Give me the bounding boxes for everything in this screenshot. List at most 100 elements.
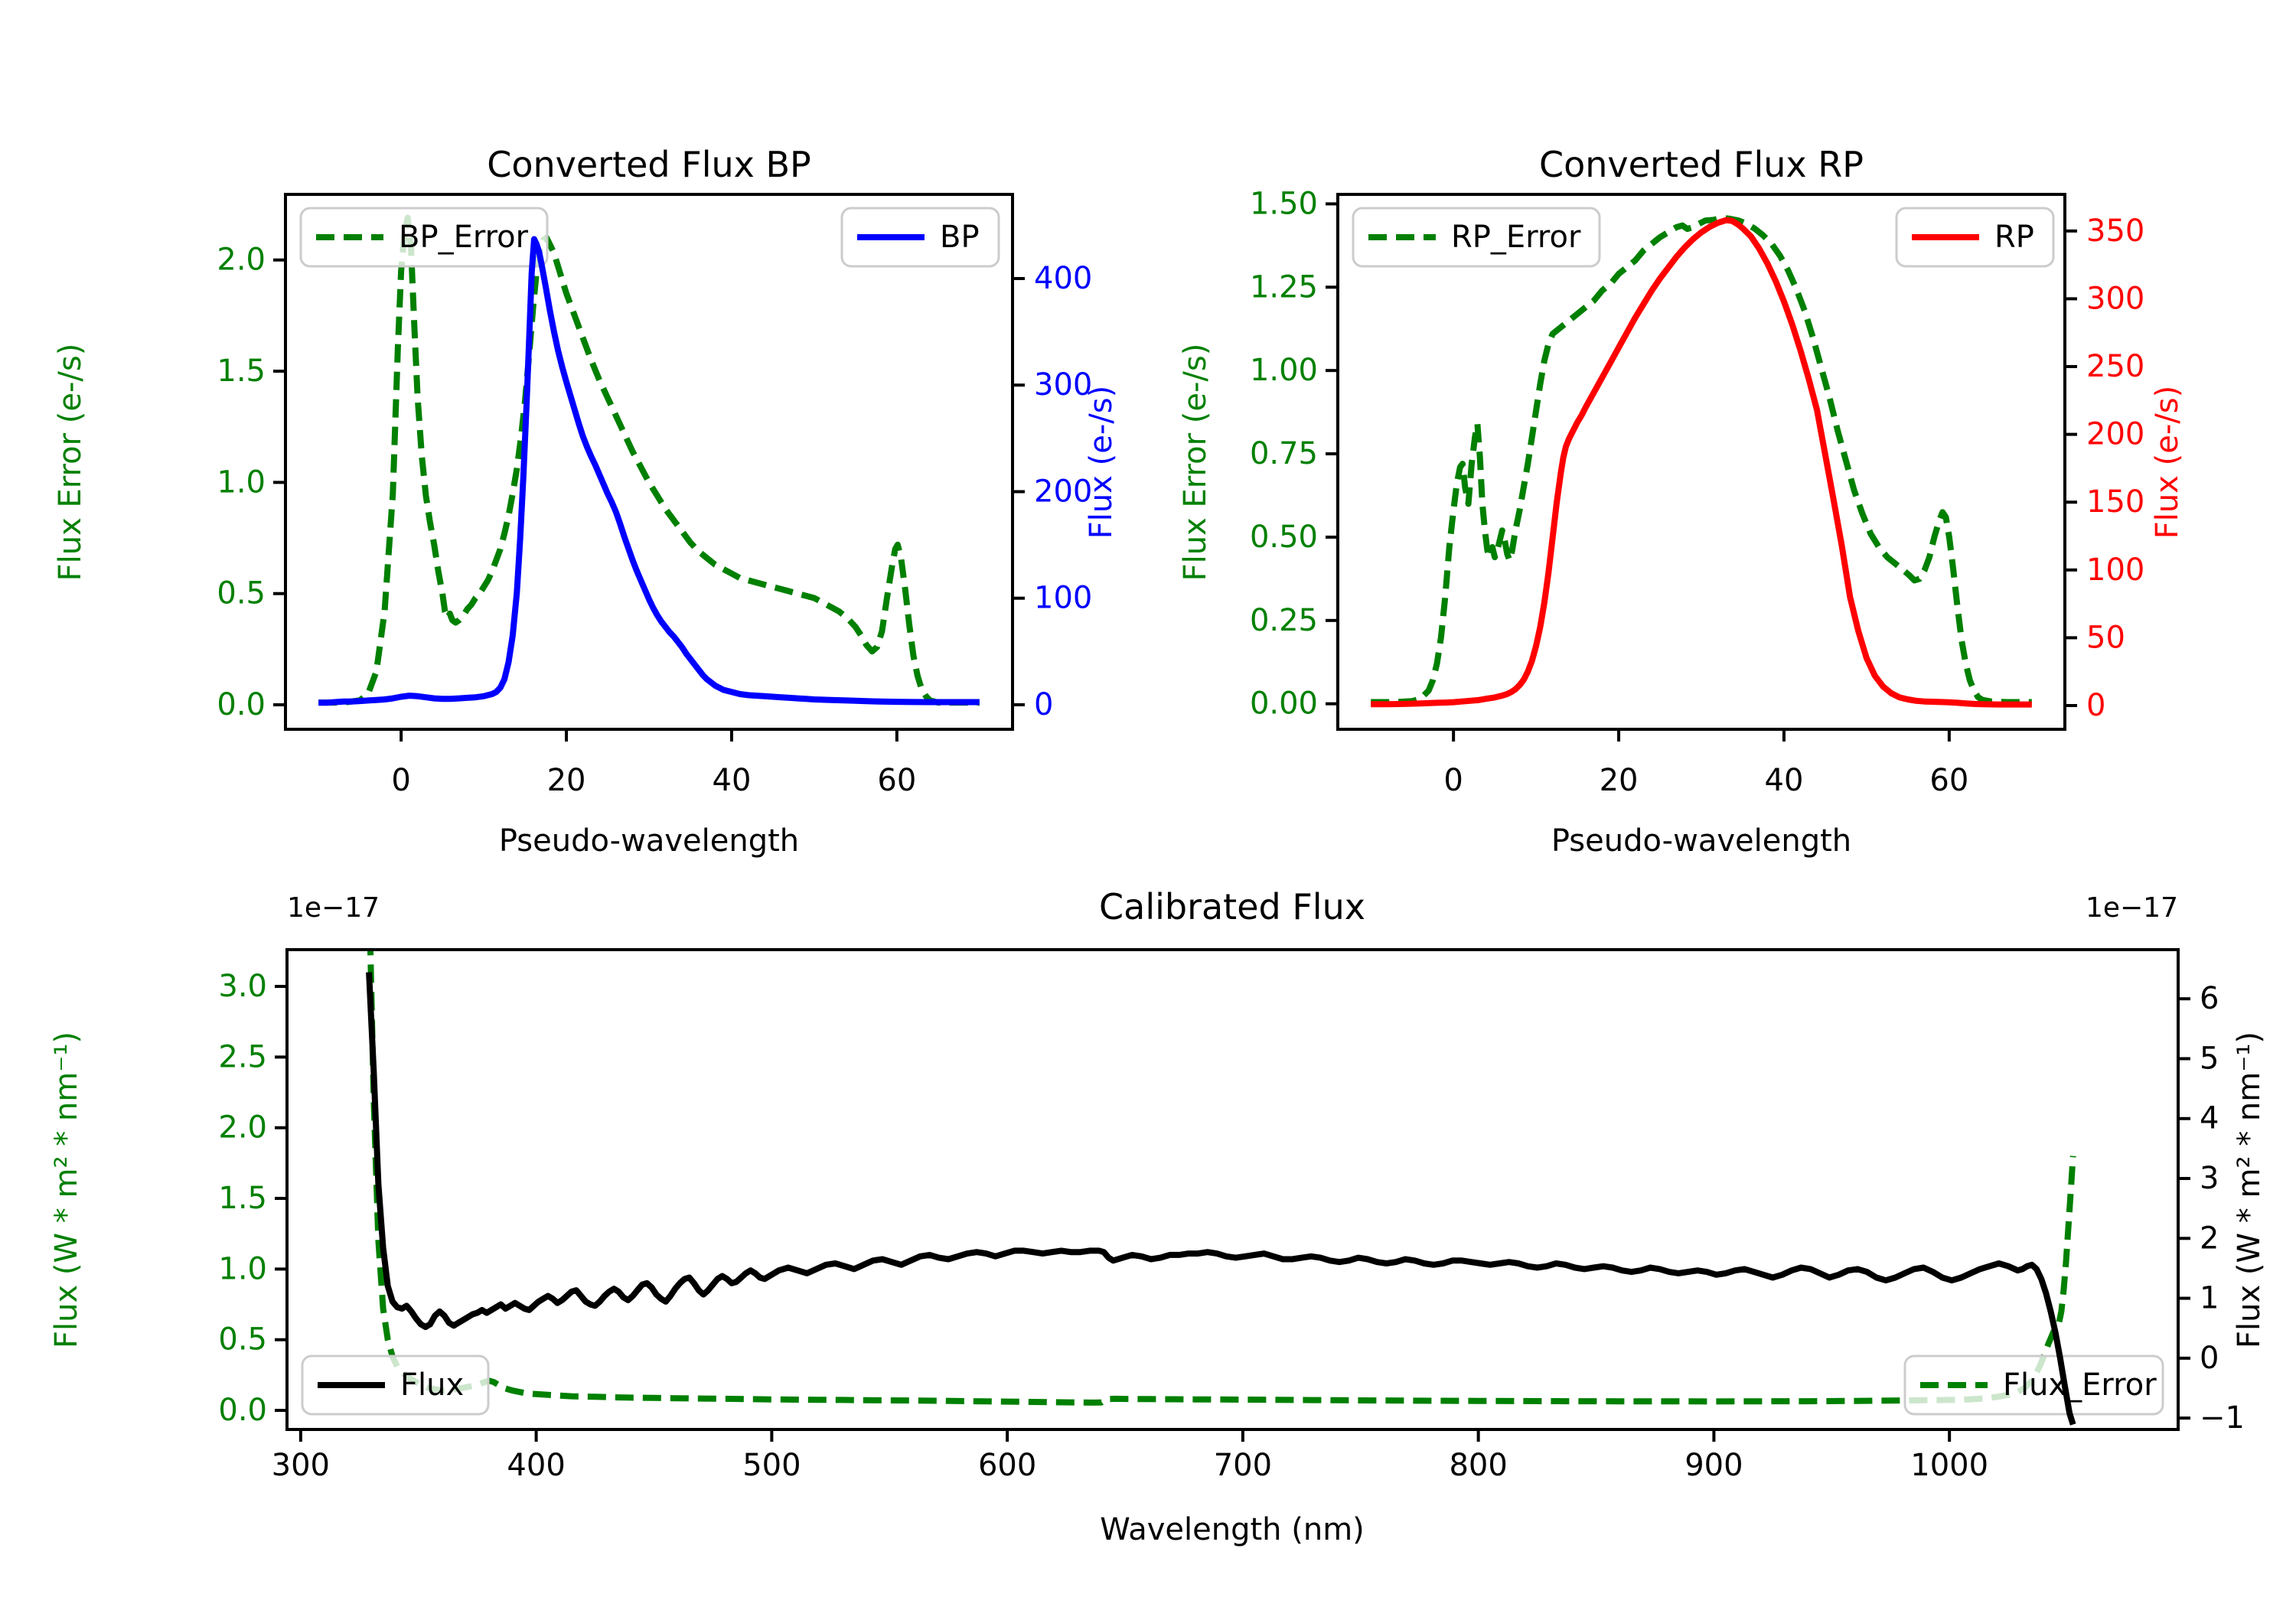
y-tick-label-right: 100	[1034, 581, 1092, 616]
y-tick-label-left: 1.50	[1250, 186, 1318, 221]
y-tick-label-right: 250	[2086, 349, 2144, 384]
axes-frame	[285, 948, 2180, 1431]
y-tick-label-right: 350	[2086, 214, 2144, 249]
y-tick-label-left: 0.25	[1250, 603, 1318, 638]
y-tick-label-right: 200	[1034, 474, 1092, 509]
legend-label: Flux	[400, 1367, 464, 1403]
legend-flux-error: Flux_Error	[1903, 1354, 2164, 1416]
axes-frame	[284, 193, 1014, 731]
legend-box	[299, 207, 549, 268]
axes-frame	[1336, 193, 2066, 731]
legend-label: RP	[1994, 220, 2034, 255]
rp-curve	[1371, 217, 2032, 708]
y-axis-label-left-rp: Flux Error (e-/s)	[1178, 344, 1213, 582]
y-tick-label-left: 0.5	[218, 1322, 267, 1358]
y-axis-label-right-rp: Flux (e-/s)	[2150, 386, 2185, 539]
y-tick-label-right: 6	[2200, 981, 2219, 1016]
y-tick-label-right: 1	[2200, 1281, 2219, 1316]
flux-error-curve	[367, 950, 2076, 1406]
x-tick-label: 1000	[1910, 1448, 1988, 1483]
y-tick-label-left: 2.5	[218, 1039, 267, 1074]
x-tick-label: 500	[742, 1448, 801, 1483]
legend-box	[1352, 207, 1601, 268]
subplot-converted-flux-rp: RP_Error 0 20 40 60 0.00 0.25 0.50 0.75 1.00 1.25 1…	[1250, 186, 2144, 798]
rp-error-curve	[1371, 214, 2032, 706]
y-tick-label-right: −1	[2200, 1400, 2245, 1436]
plot-title-calibrated: Calibrated Flux	[1099, 886, 1365, 927]
x-tick-label: 60	[877, 763, 916, 798]
y-tick-label-left: 0.75	[1250, 436, 1318, 471]
y-tick-label-right: 300	[1034, 367, 1092, 403]
x-tick-label: 700	[1214, 1448, 1272, 1483]
y-tick-label-left: 2.0	[217, 243, 266, 278]
legend-box	[301, 1354, 490, 1416]
y-tick-label-left: 2.0	[218, 1110, 267, 1146]
y-tick-label-left: 0.0	[217, 687, 266, 722]
y-tick-label-right: 0	[1034, 687, 1053, 722]
y-tick-label-right: 300	[2086, 281, 2144, 316]
y-tick-label-left: 1.0	[217, 464, 266, 500]
y-tick-label-right: 200	[2086, 417, 2144, 452]
y-tick-label-right: 4	[2200, 1101, 2219, 1136]
x-tick-label: 60	[1929, 763, 1968, 798]
x-tick-label: 900	[1684, 1448, 1743, 1483]
flux-curve	[366, 972, 2076, 1426]
legend-rp-error: RP_Error	[1352, 207, 1601, 268]
x-tick-label: 400	[507, 1448, 565, 1483]
x-tick-label: 800	[1449, 1448, 1507, 1483]
x-tick-label: 0	[1443, 763, 1463, 798]
legend-box	[1903, 1354, 2164, 1416]
y-tick-label-right: 400	[1034, 261, 1092, 296]
y-tick-label-right: 0	[2200, 1341, 2219, 1376]
bp-curve	[318, 236, 980, 706]
y-tick-label-right: 150	[2086, 484, 2144, 520]
subplot-converted-flux-bp: BP_Error 0 20 40 60 0.0 0.5 1.0 1.5 2.0 0 100 200 300…	[217, 193, 1092, 798]
y-tick-label-left: 1.0	[218, 1251, 267, 1286]
plot-title-bp: Converted Flux BP	[487, 144, 811, 185]
bp-error-curve	[318, 214, 980, 706]
y-tick-label-left: 0.00	[1250, 686, 1318, 722]
x-tick-label: 40	[1765, 763, 1804, 798]
plot-title-rp: Converted Flux RP	[1539, 144, 1864, 185]
x-tick-label: 300	[272, 1448, 330, 1483]
y-tick-label-left: 3.0	[218, 969, 267, 1004]
y-tick-label-left: 0.0	[218, 1393, 267, 1428]
x-tick-label: 0	[391, 763, 410, 798]
y-axis-label-right-calibrated: Flux (W * m² * nm⁻¹)	[2232, 1032, 2267, 1348]
y-axis-label-right-bp: Flux (e-/s)	[1084, 386, 1119, 539]
legend-label: Flux_Error	[2003, 1367, 2157, 1403]
x-axis-label-wavelength: Wavelength (nm)	[1100, 1512, 1365, 1547]
y-tick-label-right: 3	[2200, 1161, 2219, 1196]
y-tick-label-left: 1.5	[217, 354, 266, 389]
y-axis-label-left-bp: Flux Error (e-/s)	[53, 344, 88, 582]
y-axis-label-left-calibrated: Flux (W * m² * nm⁻¹)	[49, 1032, 84, 1348]
offset-text-right: 1e−17	[2086, 892, 2178, 924]
offset-text-left: 1e−17	[287, 892, 380, 924]
y-tick-label-right: 50	[2086, 620, 2125, 655]
y-tick-label-right: 0	[2086, 688, 2105, 723]
legend-flux: Flux	[301, 1354, 490, 1416]
y-tick-label-right: 2	[2200, 1221, 2219, 1256]
legend-label: BP	[940, 220, 980, 255]
x-tick-label: 20	[547, 763, 586, 798]
legend-rp: RP	[1895, 207, 2055, 268]
y-tick-label-left: 1.00	[1250, 353, 1318, 388]
x-tick-label: 600	[978, 1448, 1036, 1483]
y-tick-label-right: 5	[2200, 1041, 2219, 1076]
y-tick-label-left: 1.5	[218, 1181, 267, 1216]
subplot-calibrated-flux: Flux_Error 300 400 500 600 700 800 900 1000 0.0 0.…	[218, 948, 2245, 1483]
y-tick-label-left: 0.50	[1250, 520, 1318, 555]
legend-label: BP_Error	[399, 220, 529, 255]
x-tick-label: 20	[1600, 763, 1639, 798]
legend-bp: BP	[840, 207, 1000, 268]
legend-label: RP_Error	[1451, 220, 1581, 255]
y-tick-label-left: 1.25	[1250, 269, 1318, 305]
legend-bp-error: BP_Error	[299, 207, 549, 268]
x-axis-label-bp: Pseudo-wavelength	[499, 823, 799, 859]
x-axis-label-rp: Pseudo-wavelength	[1551, 823, 1851, 859]
y-tick-label-right: 100	[2086, 553, 2144, 588]
y-tick-label-left: 0.5	[217, 576, 266, 611]
x-tick-label: 40	[713, 763, 752, 798]
